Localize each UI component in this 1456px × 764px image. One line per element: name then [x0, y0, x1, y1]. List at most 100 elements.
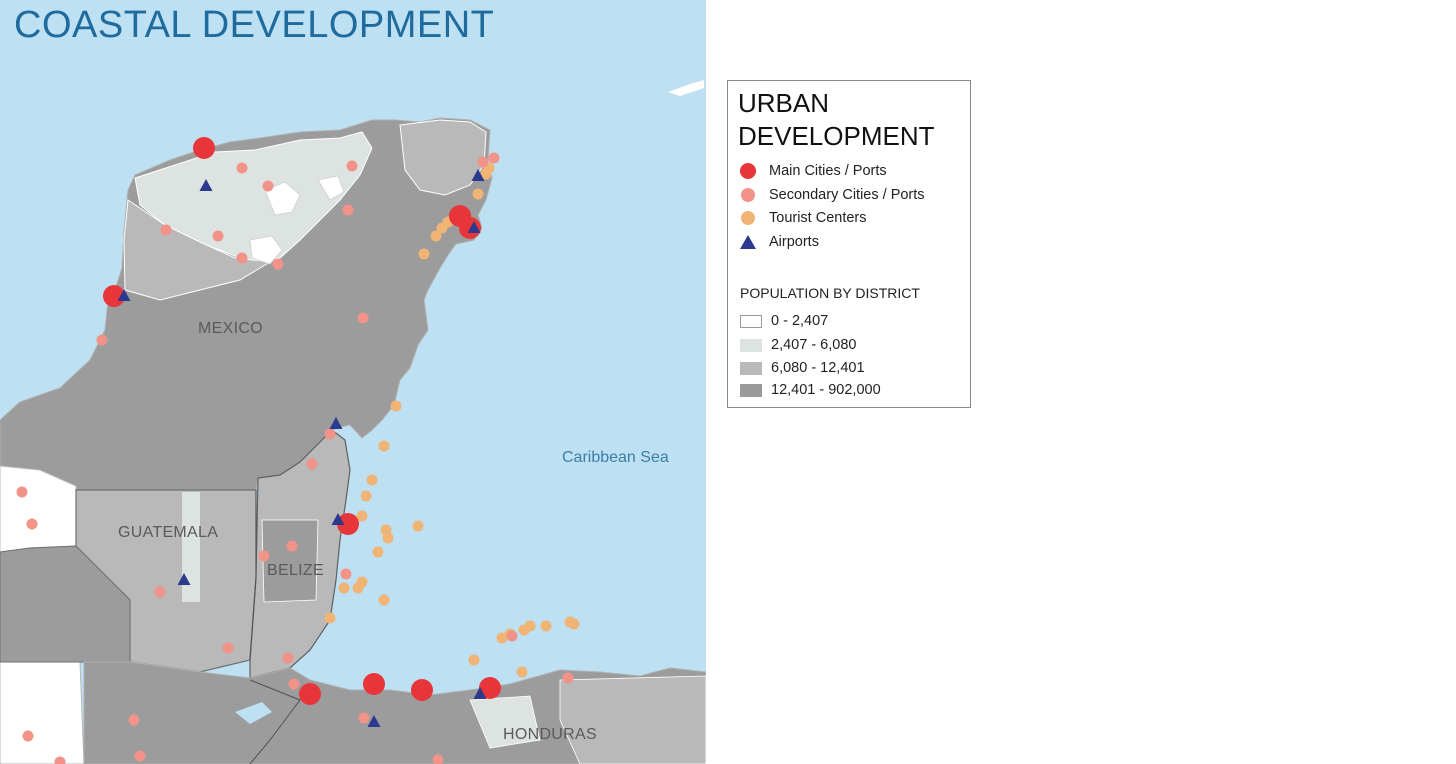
border-line-belize-guatemala	[249, 490, 257, 661]
tourist-center-marker	[430, 230, 442, 242]
secondary-city-marker	[16, 486, 28, 498]
legend-class-1: 0 - 2,407	[740, 313, 828, 329]
guatemala-south	[0, 545, 131, 663]
main-city-marker	[459, 217, 481, 239]
swatch-class-3	[740, 361, 762, 375]
legend: URBAN DEVELOPMENT Main Cities / Ports Se…	[727, 80, 971, 408]
secondary-city-marker	[258, 550, 270, 562]
secondary-city-marker	[26, 518, 38, 530]
secondary-city-marker	[282, 652, 294, 664]
airport-marker	[177, 573, 191, 585]
main-city-marker	[299, 683, 321, 705]
tourist-center-marker	[516, 666, 528, 678]
tourist-center-marker	[524, 620, 536, 632]
main-city-marker	[193, 137, 215, 159]
legend-label-tourist-centers: Tourist Centers	[769, 210, 867, 226]
secondary-city-marker	[96, 334, 108, 346]
secondary-city-marker	[324, 428, 336, 440]
tourist-center-marker	[412, 520, 424, 532]
legend-item-tourist-centers: Tourist Centers	[738, 209, 867, 227]
district-patch-white	[264, 181, 301, 216]
secondary-city-marker	[160, 224, 172, 236]
airport-marker	[331, 513, 345, 525]
secondary-city-dot-icon	[738, 186, 758, 204]
legend-item-airports: Airports	[738, 233, 819, 251]
map-panel[interactable]: COASTAL DEVELOPMENT MEXICO GUATEMALA BEL…	[0, 0, 706, 764]
airport-triangle-icon	[738, 233, 758, 251]
land-white-southwest	[0, 661, 85, 764]
main-city-marker	[411, 679, 433, 701]
tourist-center-marker	[378, 594, 390, 606]
secondary-city-marker	[562, 672, 574, 684]
legend-label-class-2: 2,407 - 6,080	[771, 337, 857, 353]
district-patch-white-3	[317, 175, 345, 201]
tourist-center-marker	[568, 618, 580, 630]
secondary-city-marker	[154, 586, 166, 598]
main-city-marker	[337, 513, 359, 535]
main-city-marker	[103, 285, 125, 307]
secondary-city-marker	[222, 642, 234, 654]
secondary-city-marker	[212, 230, 224, 242]
tourist-center-marker	[360, 490, 372, 502]
honduras-landmass	[83, 661, 706, 764]
secondary-city-marker	[288, 678, 300, 690]
tourist-center-marker	[540, 620, 552, 632]
legend-label-airports: Airports	[769, 234, 819, 250]
secondary-city-marker	[286, 540, 298, 552]
secondary-city-marker	[128, 714, 140, 726]
secondary-city-marker	[342, 204, 354, 216]
secondary-city-marker	[134, 750, 146, 762]
secondary-city-marker	[262, 180, 274, 192]
tourist-center-marker	[338, 582, 350, 594]
legend-label-class-3: 6,080 - 12,401	[771, 360, 865, 376]
district-patch-white-2	[249, 235, 283, 265]
symbol-layer	[16, 137, 580, 764]
secondary-city-marker	[346, 160, 358, 172]
legend-title: URBAN DEVELOPMENT	[738, 88, 935, 151]
secondary-city-marker	[340, 568, 352, 580]
legend-class-2: 2,407 - 6,080	[740, 337, 856, 353]
secondary-city-marker	[432, 754, 444, 764]
main-city-marker	[363, 673, 385, 695]
secondary-city-marker	[488, 152, 500, 164]
secondary-city-marker	[236, 252, 248, 264]
swatch-class-1	[740, 314, 762, 328]
label-belize: BELIZE	[267, 562, 324, 579]
legend-class-3: 6,080 - 12,401	[740, 360, 865, 376]
label-honduras: HONDURAS	[503, 726, 597, 743]
main-city-marker	[479, 677, 501, 699]
secondary-city-marker	[306, 458, 318, 470]
legend-label-class-4: 12,401 - 902,000	[771, 382, 881, 398]
legend-label-secondary-cities: Secondary Cities / Ports	[769, 187, 925, 203]
swatch-class-2	[740, 338, 762, 352]
legend-item-main-cities: Main Cities / Ports	[738, 162, 887, 180]
lake-outline	[235, 702, 272, 724]
secondary-city-marker	[54, 756, 66, 764]
tourist-center-marker	[378, 440, 390, 452]
secondary-city-marker	[477, 156, 489, 168]
tourist-center-marker	[390, 400, 402, 412]
map-title: COASTAL DEVELOPMENT	[14, 4, 495, 46]
label-guatemala: GUATEMALA	[118, 524, 219, 541]
tourist-center-marker	[356, 510, 368, 522]
legend-label-class-1: 0 - 2,407	[771, 313, 829, 329]
guatemala-district-light	[182, 492, 200, 602]
tourist-center-dot-icon	[738, 209, 758, 227]
tourist-center-marker	[372, 546, 384, 558]
tourist-center-marker	[366, 474, 378, 486]
map-canvas[interactable]	[0, 0, 706, 764]
mexico-landmass	[0, 117, 493, 491]
honduras-district-pale	[469, 695, 541, 749]
tourist-center-marker	[382, 532, 394, 544]
legend-population-title: POPULATION BY DISTRICT	[740, 285, 920, 301]
honduras-district-light	[559, 675, 706, 764]
secondary-city-marker	[22, 730, 34, 742]
secondary-city-marker	[272, 258, 284, 270]
airport-marker	[471, 169, 485, 181]
swatch-class-4	[740, 383, 762, 397]
tourist-center-marker	[468, 654, 480, 666]
airport-marker	[199, 179, 213, 191]
main-city-dot-icon	[738, 162, 758, 180]
legend-label-main-cities: Main Cities / Ports	[769, 163, 887, 179]
tourist-center-marker	[324, 612, 336, 624]
